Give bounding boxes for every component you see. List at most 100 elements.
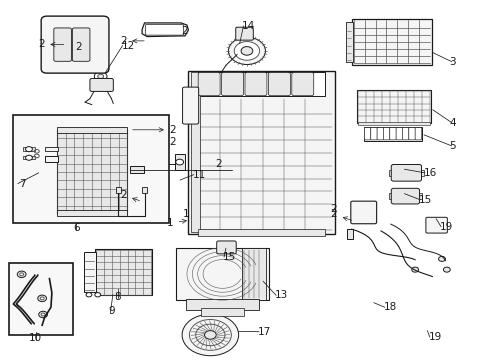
Bar (142, 187, 147, 193)
Circle shape (98, 74, 103, 78)
Circle shape (182, 314, 238, 356)
Circle shape (38, 295, 46, 302)
FancyBboxPatch shape (383, 128, 389, 140)
Text: 11: 11 (192, 170, 205, 180)
Text: 2: 2 (120, 190, 139, 202)
FancyBboxPatch shape (414, 128, 421, 140)
Text: 17: 17 (257, 327, 270, 337)
FancyBboxPatch shape (395, 128, 402, 140)
Text: 4: 4 (448, 118, 455, 128)
Circle shape (94, 72, 107, 81)
Circle shape (17, 271, 26, 278)
Circle shape (175, 159, 183, 165)
Bar (44, 147, 58, 151)
Text: 7: 7 (19, 179, 26, 189)
FancyBboxPatch shape (41, 16, 109, 73)
Text: 2: 2 (215, 159, 221, 169)
Bar (57, 211, 127, 216)
Text: 15: 15 (418, 195, 431, 205)
Bar (351, 19, 431, 65)
Bar (415, 193, 421, 199)
Text: 2: 2 (120, 36, 144, 46)
Bar (116, 187, 121, 193)
Bar (388, 170, 394, 176)
Bar (130, 166, 143, 173)
Text: 19: 19 (428, 332, 441, 342)
FancyBboxPatch shape (54, 28, 71, 61)
Text: 2: 2 (38, 40, 63, 49)
Text: 15: 15 (222, 252, 235, 262)
FancyBboxPatch shape (376, 128, 383, 140)
Text: 9: 9 (108, 306, 115, 316)
FancyBboxPatch shape (364, 128, 370, 140)
Bar (188, 71, 334, 234)
Bar (84, 252, 96, 292)
FancyBboxPatch shape (390, 165, 421, 181)
Circle shape (411, 267, 418, 272)
Circle shape (95, 293, 101, 297)
Text: 8: 8 (114, 292, 121, 302)
Bar (388, 193, 394, 199)
Bar (363, 127, 422, 140)
Bar (190, 72, 199, 232)
FancyBboxPatch shape (145, 24, 183, 35)
FancyBboxPatch shape (182, 87, 198, 124)
Bar (346, 229, 352, 239)
FancyBboxPatch shape (72, 28, 90, 61)
Bar (198, 72, 325, 96)
Bar (361, 213, 365, 220)
Bar (44, 156, 58, 162)
Circle shape (443, 267, 449, 272)
Text: 2: 2 (75, 42, 82, 52)
FancyBboxPatch shape (221, 72, 243, 96)
Text: 18: 18 (383, 302, 396, 312)
Circle shape (221, 244, 231, 251)
Bar (345, 22, 352, 62)
FancyBboxPatch shape (90, 78, 113, 91)
Bar (95, 249, 152, 296)
Bar (357, 122, 429, 125)
FancyBboxPatch shape (268, 72, 290, 96)
FancyBboxPatch shape (216, 241, 236, 254)
Bar (367, 213, 371, 220)
Circle shape (228, 37, 265, 64)
Text: 16: 16 (423, 168, 436, 178)
Circle shape (25, 147, 32, 152)
Circle shape (399, 168, 412, 178)
Text: 12: 12 (122, 41, 135, 50)
Circle shape (438, 256, 445, 261)
Circle shape (241, 46, 252, 55)
Text: 2: 2 (132, 125, 176, 135)
FancyBboxPatch shape (389, 128, 395, 140)
Circle shape (40, 297, 44, 300)
Polygon shape (142, 23, 188, 37)
Bar (200, 309, 244, 316)
Text: 1: 1 (167, 218, 186, 228)
Text: 5: 5 (448, 141, 455, 151)
FancyBboxPatch shape (244, 72, 266, 96)
Bar (57, 127, 127, 134)
Text: 2: 2 (330, 204, 336, 214)
FancyBboxPatch shape (402, 128, 408, 140)
FancyBboxPatch shape (370, 128, 376, 140)
Bar (185, 300, 259, 310)
FancyBboxPatch shape (291, 72, 313, 96)
Bar (57, 130, 127, 214)
Circle shape (234, 41, 259, 60)
Circle shape (86, 293, 92, 297)
Text: 14: 14 (242, 21, 255, 31)
Text: 13: 13 (275, 291, 288, 301)
Circle shape (39, 311, 47, 318)
Circle shape (204, 330, 216, 339)
FancyBboxPatch shape (350, 201, 376, 224)
Bar (176, 248, 268, 300)
Text: 1: 1 (183, 209, 189, 219)
Text: 2: 2 (181, 26, 187, 36)
Bar (198, 229, 325, 235)
Text: 10: 10 (29, 333, 42, 343)
Bar (242, 248, 266, 300)
Text: 2: 2 (330, 209, 351, 221)
Bar (356, 90, 430, 123)
Text: 3: 3 (448, 57, 455, 67)
Text: 6: 6 (73, 224, 80, 233)
